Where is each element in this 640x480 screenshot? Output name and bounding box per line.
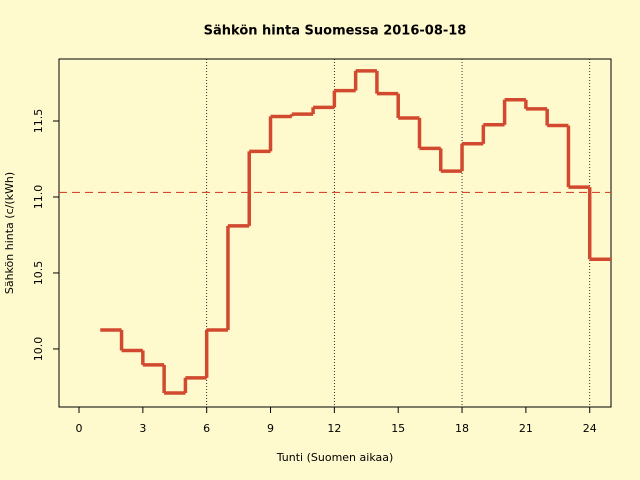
x-tick-label: 15 xyxy=(391,422,405,435)
x-tick-label: 6 xyxy=(203,422,210,435)
x-tick-label: 18 xyxy=(455,422,469,435)
x-tick-label: 24 xyxy=(583,422,597,435)
chart-title: Sähkön hinta Suomessa 2016-08-18 xyxy=(204,24,467,39)
y-axis-label: Sähkön hinta (c/(kWh) xyxy=(3,172,16,294)
y-tick-label: 10.5 xyxy=(32,261,45,286)
y-tick-label: 11.5 xyxy=(32,109,45,133)
x-tick-label: 0 xyxy=(76,422,83,435)
x-tick-label: 21 xyxy=(519,422,533,435)
x-tick-label: 3 xyxy=(139,422,146,435)
x-axis-label: Tunti (Suomen aikaa) xyxy=(276,451,394,464)
y-tick-label: 11.0 xyxy=(32,185,45,210)
x-tick-label: 9 xyxy=(267,422,274,435)
plot-frame xyxy=(58,58,612,408)
y-tick-label: 10.0 xyxy=(32,337,45,362)
x-tick-label: 12 xyxy=(327,422,341,435)
